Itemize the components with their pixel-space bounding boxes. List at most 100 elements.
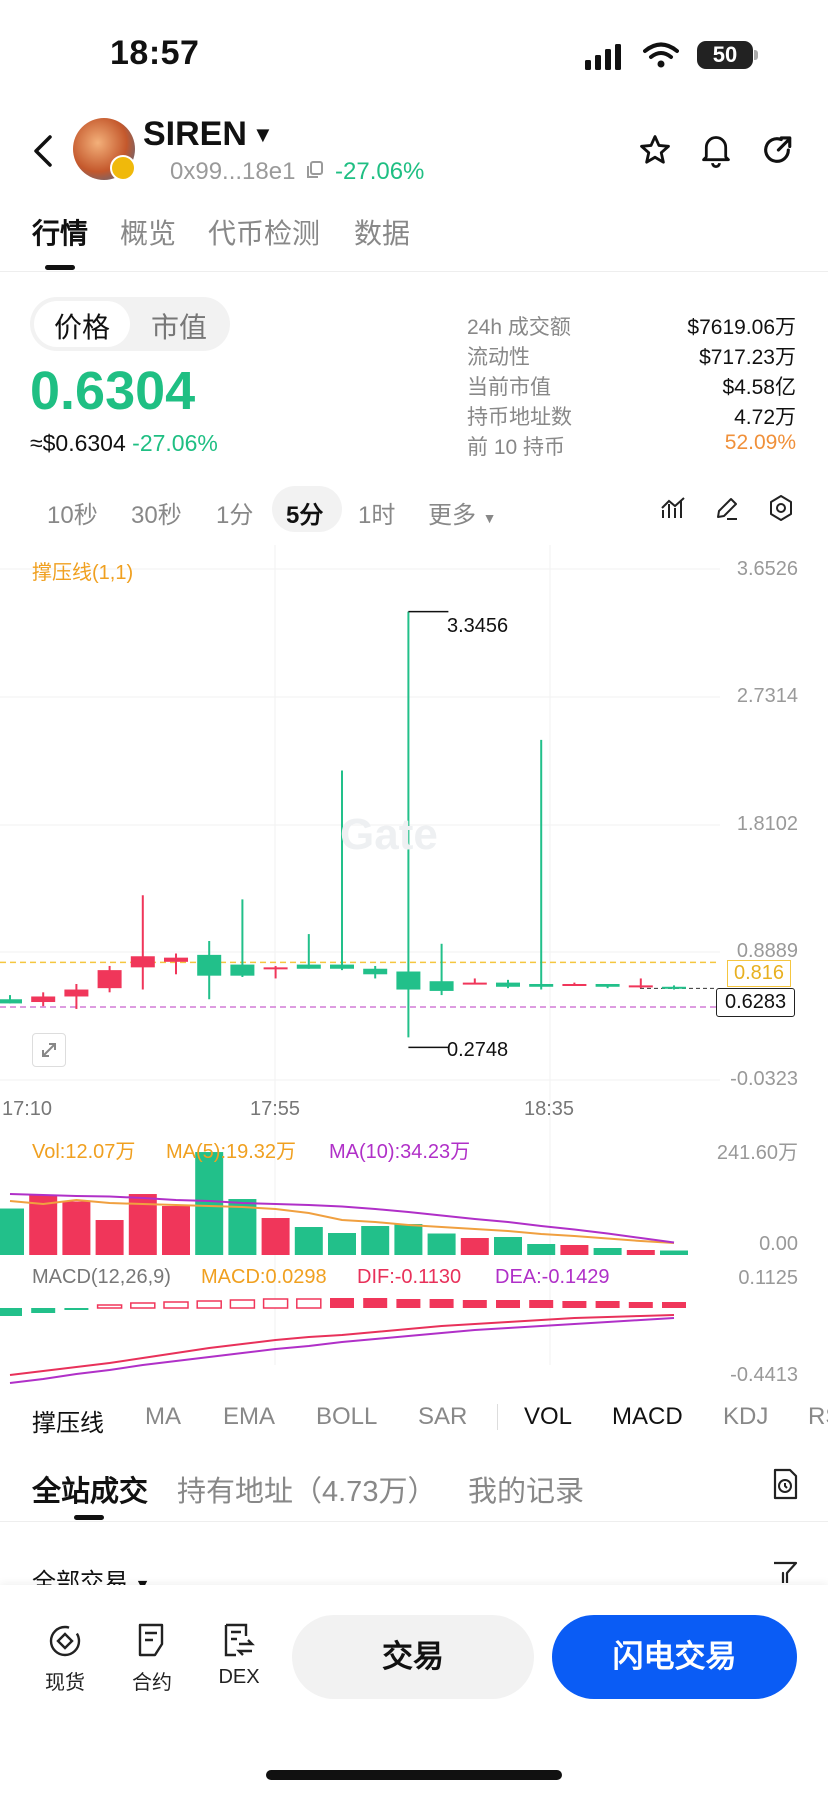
tf-30s[interactable]: 30秒	[131, 502, 182, 529]
price-chart[interactable]	[0, 545, 828, 1545]
tab-data[interactable]: 数据	[354, 218, 411, 249]
ind-tab-macd[interactable]: MACD	[612, 1403, 683, 1430]
ind-tab-ma[interactable]: MA	[145, 1403, 181, 1430]
tab-token-check[interactable]: 代币检测	[208, 218, 321, 249]
tf-more[interactable]: 更多 ▼	[428, 495, 497, 530]
candle-body	[97, 970, 122, 989]
toggle-mcap[interactable]: 市值	[151, 312, 208, 343]
volume-bar	[62, 1201, 91, 1255]
signal-icon	[585, 44, 621, 70]
volume-bar	[361, 1226, 390, 1255]
vol-axis-bottom: 0.00	[759, 1233, 798, 1255]
candle-body	[296, 964, 321, 969]
indicator-icon[interactable]	[660, 496, 686, 520]
divider	[0, 271, 828, 272]
wifi-icon	[643, 42, 679, 68]
bell-icon[interactable]	[699, 132, 733, 168]
tab-overview[interactable]: 概览	[120, 218, 177, 249]
candle-body	[595, 983, 620, 987]
stat-volume-label: 24h 成交额	[467, 316, 571, 339]
stat-mcap-label: 当前市值	[467, 376, 551, 399]
candle-body	[562, 983, 587, 986]
filter-caret-icon: ▼	[134, 1577, 151, 1586]
flash-trade-button[interactable]: 闪电交易	[552, 1615, 797, 1699]
tf-5m[interactable]: 5分	[286, 502, 324, 529]
y-tick-5: -0.0323	[730, 1068, 798, 1090]
share-icon[interactable]	[760, 133, 794, 167]
tf-1h[interactable]: 1时	[358, 502, 396, 529]
section-tab-all-trades[interactable]: 全站成交	[32, 1476, 149, 1508]
macd-hist-bar	[31, 1308, 56, 1313]
tab-market[interactable]: 行情	[32, 218, 89, 249]
copy-icon[interactable]	[305, 160, 325, 180]
macd-dif-line	[9, 1314, 675, 1376]
home-indicator	[266, 1770, 562, 1780]
stat-liquidity-value: $717.23万	[699, 346, 796, 369]
stat-top10-value: 52.09%	[724, 431, 796, 454]
section-tab-holders[interactable]: 持有地址（4.73万）	[177, 1476, 437, 1508]
candle-body	[529, 983, 554, 987]
ind-tab-boll[interactable]: BOLL	[316, 1403, 378, 1430]
tf-10s[interactable]: 10秒	[47, 502, 98, 529]
nav-dex[interactable]: DEX	[218, 1666, 260, 1688]
spot-icon	[49, 1625, 81, 1657]
stat-liquidity-label: 流动性	[467, 346, 530, 369]
candle-body	[462, 982, 487, 985]
tf-1m[interactable]: 1分	[216, 502, 254, 529]
section-divider	[0, 1521, 828, 1522]
ind-tab-kdj[interactable]: KDJ	[723, 1403, 769, 1430]
macd-hist-bar	[296, 1298, 322, 1309]
candle-body	[0, 999, 22, 1004]
dropdown-caret-icon[interactable]: ▼	[252, 122, 274, 147]
macd-hist-bar	[662, 1302, 686, 1308]
vol-ma5-label: MA(5):19.32万	[166, 1141, 297, 1163]
tab-separator	[497, 1404, 498, 1430]
expand-chart-button[interactable]	[32, 1033, 66, 1067]
trade-filter[interactable]: 全部交易 ▼	[32, 1562, 151, 1586]
filter-icon[interactable]	[772, 1561, 798, 1583]
macd-hist-bar	[462, 1300, 487, 1308]
draw-pencil-icon[interactable]	[714, 495, 740, 521]
macd-dea-line	[9, 1317, 675, 1384]
candle-body	[130, 956, 155, 968]
candle-body	[628, 985, 653, 988]
back-icon[interactable]	[32, 134, 54, 168]
trade-filter-label: 全部交易	[32, 1569, 128, 1586]
usd-price-value: ≈$0.6304	[30, 430, 126, 456]
toggle-price[interactable]: 价格	[54, 312, 111, 343]
settings-hex-icon[interactable]	[768, 494, 794, 522]
ind-tab-ema[interactable]: EMA	[223, 1403, 276, 1430]
volume-bar	[560, 1245, 589, 1255]
nav-contract[interactable]: 合约	[132, 1672, 172, 1694]
macd-hist-bar	[0, 1308, 22, 1316]
ind-tab-rsi[interactable]: RS	[808, 1403, 828, 1430]
macd-hist-bar	[562, 1301, 587, 1308]
volume-bar	[527, 1244, 556, 1255]
y-tick-3: 1.8102	[736, 813, 798, 835]
token-title[interactable]: SIREN	[143, 115, 247, 153]
volume-bar	[95, 1220, 124, 1255]
section-tab-my-records[interactable]: 我的记录	[468, 1476, 585, 1508]
candle-body	[330, 964, 354, 969]
ind-tab-vol[interactable]: VOL	[524, 1403, 573, 1430]
volume-bar	[593, 1248, 622, 1255]
nav-spot[interactable]: 现货	[45, 1672, 85, 1694]
stat-holders-value: 4.72万	[734, 406, 796, 429]
dex-icon	[224, 1623, 255, 1657]
time-tick-2: 17:55	[250, 1098, 301, 1120]
macd-hist-bar	[396, 1299, 421, 1308]
star-icon[interactable]	[638, 133, 672, 167]
volume-bar	[626, 1250, 655, 1255]
vol-label: Vol:12.07万	[32, 1141, 136, 1163]
usd-price: ≈$0.6304 -27.06%	[30, 430, 218, 457]
ind-tab-support[interactable]: 撑压线	[32, 1410, 104, 1437]
current-price-tag: 0.6283	[716, 988, 796, 1017]
trade-button[interactable]: 交易	[292, 1615, 534, 1699]
macd-value: MACD:0.0298	[201, 1266, 327, 1288]
y-tick-1: 3.6526	[736, 558, 798, 580]
high-marker-label: 3.3456	[447, 615, 509, 637]
ind-tab-sar[interactable]: SAR	[418, 1403, 468, 1430]
candle-body	[230, 964, 255, 976]
history-icon[interactable]	[770, 1467, 800, 1501]
battery-indicator: 50	[697, 41, 753, 69]
